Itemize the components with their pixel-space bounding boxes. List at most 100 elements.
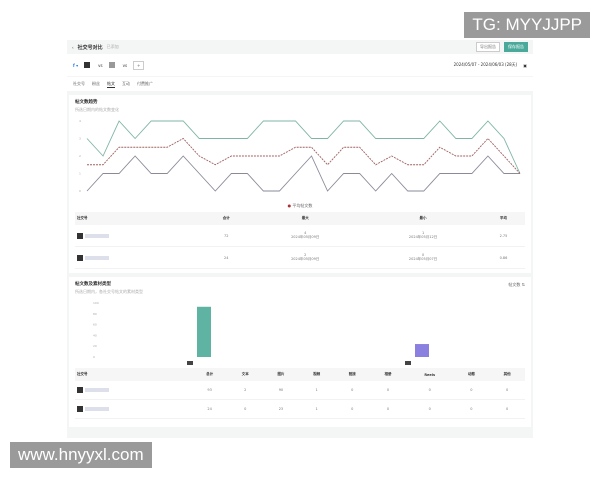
tab-3[interactable]: 互动 [122,81,130,86]
avg: 2.75 [481,225,525,247]
column-header[interactable]: 总计 [191,368,228,381]
tab-0[interactable]: 社交号 [73,81,85,86]
avatar [77,406,83,412]
cell: 93 [191,381,228,400]
series-line-2 [87,137,521,174]
metric-toggle[interactable]: 帖文数 ⇅ [508,282,525,287]
account-name [85,388,109,392]
tab-1[interactable]: 粉丝 [92,81,100,86]
column-header[interactable]: 社交号 [75,368,192,381]
cell: 0 [453,399,490,419]
y-tick-label: 60 [93,323,97,327]
cell: 90 [263,381,299,400]
y-tick-label: 20 [93,344,97,348]
avatar [77,232,83,239]
cell: 0 [405,399,454,419]
y-tick-label: 4 [79,119,81,123]
cell: 0 [453,381,490,400]
vs-label: vs [98,62,103,68]
table-row: 72 4 2024年05月09日 1 2024年05月12日 2.75 [75,225,525,247]
title-badge: 已添加 [106,44,119,49]
facebook-icon[interactable]: f ▾ [73,62,79,68]
avg: 0.86 [481,246,525,269]
trend-subtitle: 所选日期内的帖文数变化 [75,107,119,112]
cell: 2 [227,381,264,400]
types-card: 帖文数及素材类型 所选日期内，各社交号帖文的素材类型 帖文数 ⇅ 0 20 40 60… [69,277,531,427]
column-header[interactable]: 最大 [246,212,365,225]
bar-chart: 0 20 40 60 80 100 [93,301,429,365]
total: 24 [206,246,247,269]
total: 72 [206,225,247,247]
y-tick-label: 100 [93,301,99,305]
cell: 0 [334,381,371,400]
y-tick-label: 80 [93,312,97,316]
column-header[interactable]: 最小 [364,212,482,225]
cell: 0 [405,381,454,400]
avatar [108,62,115,68]
cell: 0 [334,399,371,419]
trend-title: 帖文数趋势 [75,100,98,105]
y-tick-label: 40 [93,333,97,337]
types-title: 帖文数及素材类型 [75,282,111,287]
export-button[interactable]: 导出报告 [476,42,500,52]
calendar-icon[interactable]: ▣ [523,62,527,68]
column-header[interactable]: 动態 [453,368,490,381]
watermark-bottom: www.hnyyxl.com [10,442,152,468]
table-row: 24 0 23 1 0 0 0 0 0 [75,399,525,419]
y-tick-label: 0 [79,189,81,193]
column-header[interactable]: 其他 [489,368,525,381]
add-account-button[interactable]: + [133,60,145,70]
avatar [77,254,83,261]
tab-4[interactable]: 付费推广 [137,81,153,86]
max-date: 2024年05月09日 [291,235,320,239]
cell: 1 [298,399,335,419]
min-date: 2024年05月12日 [408,235,438,239]
column-header[interactable]: 图片 [263,368,299,381]
column-header[interactable]: 相册 [370,368,406,381]
column-header[interactable]: 链接 [334,368,371,381]
avatar [187,361,193,365]
column-header[interactable]: 文本 [227,368,264,381]
legend-avg[interactable]: 平均帖文数 [292,203,313,208]
min-date: 2024年05月07日 [408,257,438,261]
table-row: 93 2 90 1 0 0 0 0 0 [75,381,525,400]
bar[interactable] [415,344,429,357]
cell: 23 [263,399,299,419]
table-row: 24 2 2024年05月09日 0 2024年05月07日 0.86 [75,246,525,269]
avatar [77,387,83,393]
bar[interactable] [197,306,211,357]
page-title: 社交号对比 [77,44,103,51]
max: 4 [304,231,307,235]
back-button[interactable]: ‹ [72,44,74,50]
avatar [405,361,411,365]
trend-table: 社交号 合计 最大 最小 平均 72 4 2024年05月09日 1 2024年05月12日 2.7… [75,212,525,269]
app-window: ‹ 社交号对比 已添加 导出报告 保存报告 f ▾ vs vs + 2024/0… [67,40,533,438]
y-tick-label: 1 [79,172,81,176]
avatar [84,62,91,68]
cell: 24 [191,399,228,419]
column-header[interactable]: 社交号 [75,212,207,225]
column-header[interactable]: 平均 [481,212,525,225]
min: 0 [421,253,425,257]
column-header[interactable]: 视频 [298,368,335,381]
cell: 0 [227,399,264,419]
tab-2[interactable]: 帖文 [107,80,115,88]
account-name [85,233,109,238]
account-name [85,407,109,411]
cell: 0 [370,381,406,400]
column-header[interactable]: 合计 [206,212,247,225]
min: 1 [421,231,425,235]
y-tick-label: 0 [93,355,95,359]
types-subtitle: 所选日期内，各社交号帖文的素材类型 [75,289,143,294]
date-range-picker[interactable]: 2024/05/07 - 2024/06/03 (28天) [453,62,518,67]
y-tick-label: 3 [79,137,81,141]
watermark-top: TG: MYYJJPP [464,12,590,38]
vs-label: vs [122,62,128,68]
save-button[interactable]: 保存报告 [504,42,528,52]
max: 2 [304,253,307,257]
max-date: 2024年05月09日 [291,257,320,261]
account-name [85,255,109,260]
column-header[interactable]: Reels [405,368,454,381]
line-chart: 0 1 2 3 4 [79,119,521,193]
